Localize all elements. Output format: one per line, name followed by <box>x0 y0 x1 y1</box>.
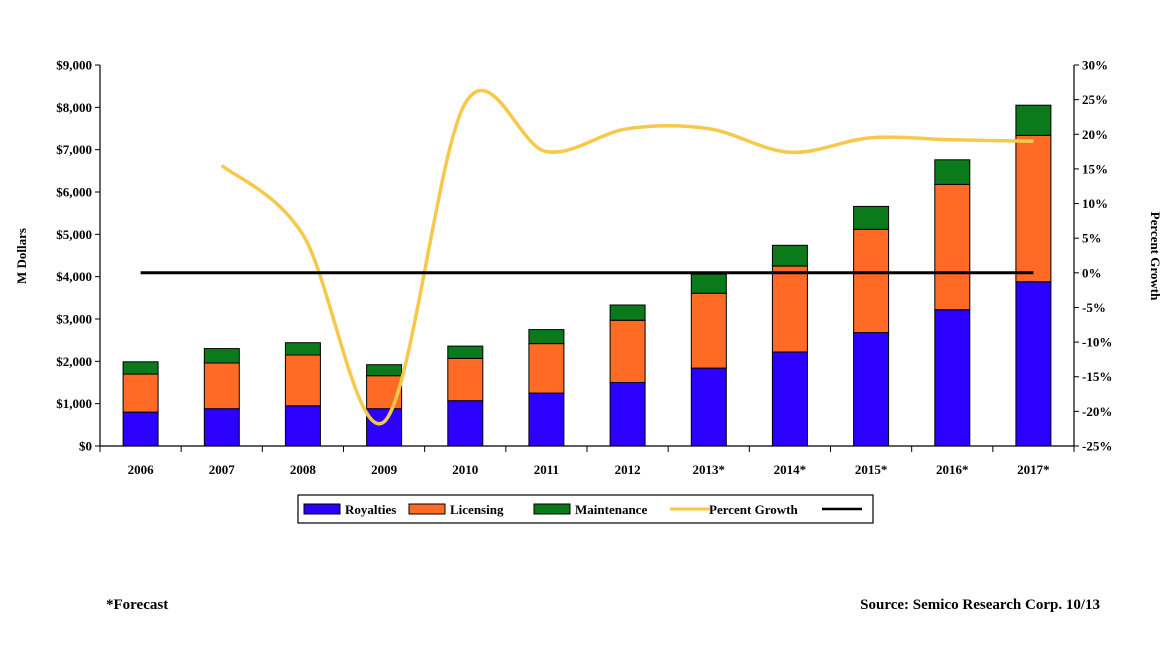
bar-maintenance-2017 <box>1015 104 1052 136</box>
x-tick-label: 2014* <box>774 462 807 477</box>
y-tick-label: $6,000 <box>56 185 92 200</box>
bar-royalties-2014 <box>771 351 808 447</box>
legend-swatch-royalties <box>303 503 341 515</box>
x-tick-label: 2006 <box>128 462 155 477</box>
bar-maintenance-2010 <box>447 345 484 359</box>
x-tick-label: 2011 <box>534 462 559 477</box>
y-tick-label: $0 <box>79 439 92 454</box>
x-tick-label: 2012 <box>615 462 641 477</box>
x-tick-label: 2016* <box>936 462 969 477</box>
forecast-footnote: *Forecast <box>106 597 169 613</box>
bar-licensing-2008 <box>284 354 321 407</box>
bar-maintenance-2012 <box>609 304 646 321</box>
bar-maintenance-2013 <box>690 273 727 294</box>
y-tick-label: $5,000 <box>56 227 92 242</box>
source-footnote: Source: Semico Research Corp. 10/13 <box>860 597 1100 613</box>
percent-growth-line <box>220 88 1034 426</box>
bar-maintenance-2014 <box>771 244 808 267</box>
y-tick-label: $9,000 <box>56 58 92 73</box>
lines-layer <box>140 88 1034 426</box>
y2-tick-label: -20% <box>1082 404 1112 419</box>
legend-label-royalties: Royalties <box>345 502 396 517</box>
x-tick-label: 2010 <box>452 462 478 477</box>
legend-label-licensing: Licensing <box>450 502 504 517</box>
bar-licensing-2011 <box>528 343 565 394</box>
bar-licensing-2007 <box>203 362 240 410</box>
y2-tick-label: 15% <box>1082 161 1108 176</box>
y2-tick-label: 30% <box>1082 58 1108 73</box>
bar-royalties-2012 <box>609 382 646 447</box>
y-tick-label: $1,000 <box>56 396 92 411</box>
x-tick-label: 2009 <box>371 462 398 477</box>
legend-swatch-maintenance <box>533 503 571 515</box>
bar-licensing-2012 <box>609 319 646 383</box>
x-tick-label: 2015* <box>855 462 888 477</box>
y2-tick-label: 5% <box>1082 231 1102 246</box>
legend: Royalties Licensing Maintenance Percent Gro… <box>297 494 874 524</box>
bar-maintenance-2006 <box>122 361 159 375</box>
bar-royalties-2016 <box>934 309 971 447</box>
bar-licensing-2010 <box>447 357 484 402</box>
y2-tick-label: -10% <box>1082 335 1112 350</box>
bar-maintenance-2009 <box>366 364 403 377</box>
y-tick-label: $3,000 <box>56 312 92 327</box>
y2-tick-label: 20% <box>1082 127 1108 142</box>
bar-licensing-2014 <box>771 265 808 353</box>
bar-maintenance-2007 <box>203 348 240 364</box>
y-tick-label: $2,000 <box>56 354 92 369</box>
y2-tick-label: -5% <box>1082 300 1106 315</box>
y2-tick-label: 25% <box>1082 92 1108 107</box>
bar-royalties-2010 <box>447 400 484 447</box>
bar-maintenance-2008 <box>284 342 321 356</box>
bars-layer <box>122 104 1052 447</box>
y2-axis-title: Percent Growth <box>1148 212 1162 301</box>
bar-maintenance-2011 <box>528 329 565 345</box>
bar-licensing-2016 <box>934 183 971 311</box>
y2-tick-label: 10% <box>1082 196 1108 211</box>
y-axis-title: M Dollars <box>14 228 29 284</box>
bar-maintenance-2015 <box>853 205 890 230</box>
bar-licensing-2015 <box>853 228 890 334</box>
bar-royalties-2017 <box>1015 281 1052 447</box>
y-tick-label: $4,000 <box>56 269 92 284</box>
x-tick-label: 2007 <box>209 462 236 477</box>
y-tick-label: $7,000 <box>56 142 92 157</box>
legend-label-percent-growth: Percent Growth <box>709 502 798 517</box>
x-tick-label: 2017* <box>1017 462 1050 477</box>
bar-royalties-2008 <box>284 405 321 447</box>
y2-tick-label: -15% <box>1082 369 1112 384</box>
y-tick-label: $8,000 <box>56 100 92 115</box>
bar-royalties-2006 <box>122 411 159 447</box>
legend-label-maintenance: Maintenance <box>575 502 647 517</box>
bar-maintenance-2016 <box>934 159 971 185</box>
bar-royalties-2007 <box>203 408 240 447</box>
bar-royalties-2013 <box>690 367 727 447</box>
y2-tick-label: 0% <box>1082 265 1102 280</box>
bar-royalties-2009 <box>366 408 403 447</box>
bar-royalties-2011 <box>528 392 565 447</box>
x-tick-label: 2008 <box>290 462 317 477</box>
bar-licensing-2006 <box>122 373 159 413</box>
axes-layer: $0 $1,000 $2,000 $3,000 $4,000 $5,000 $6,000 $7… <box>56 58 1112 478</box>
legend-box <box>297 494 874 524</box>
legend-swatch-licensing <box>408 503 446 515</box>
bar-licensing-2017 <box>1015 134 1052 283</box>
bar-royalties-2015 <box>853 332 890 447</box>
y2-tick-label: -25% <box>1082 439 1112 454</box>
x-tick-label: 2013* <box>693 462 726 477</box>
bar-licensing-2013 <box>690 292 727 369</box>
bar-licensing-2009 <box>366 375 403 410</box>
